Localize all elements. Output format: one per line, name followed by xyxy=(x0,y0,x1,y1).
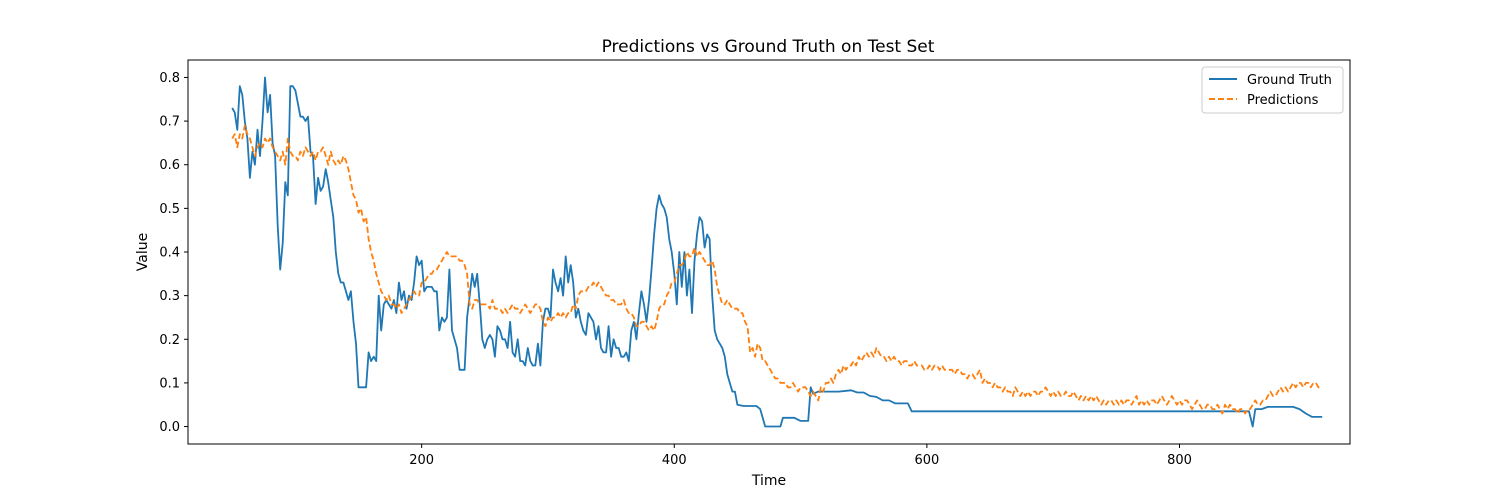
legend-label-predictions: Predictions xyxy=(1247,93,1319,108)
x-tick-label: 400 xyxy=(662,453,687,468)
y-tick-label: 0.4 xyxy=(159,246,180,261)
y-tick-label: 0.5 xyxy=(159,202,180,217)
y-tick-label: 0.7 xyxy=(159,115,180,130)
y-axis-title: Value xyxy=(135,233,151,271)
legend-box xyxy=(1201,66,1344,114)
chart-title: Predictions vs Ground Truth on Test Set xyxy=(602,37,935,57)
x-tick-label: 200 xyxy=(409,453,434,468)
series-line-predictions xyxy=(231,124,1321,415)
x-tick-label: 600 xyxy=(914,453,939,468)
x-axis: 200 400 600 800 xyxy=(409,444,1192,468)
y-tick-label: 0.8 xyxy=(159,71,180,86)
x-tick-label: 800 xyxy=(1167,453,1192,468)
y-axis: 0.0 0.1 0.2 0.3 0.4 0.5 0.6 0.7 0.8 xyxy=(159,71,188,435)
y-tick-label: 0.2 xyxy=(159,333,180,348)
legend: Ground Truth Predictions xyxy=(1201,66,1344,114)
y-tick-label: 0.6 xyxy=(159,158,180,173)
legend-label-ground-truth: Ground Truth xyxy=(1247,73,1332,88)
x-axis-title: Time xyxy=(751,473,786,489)
y-tick-label: 0.0 xyxy=(159,420,180,435)
series-layer xyxy=(231,76,1323,428)
y-tick-label: 0.3 xyxy=(159,289,180,304)
y-tick-label: 0.1 xyxy=(159,376,180,391)
series-line-ground-truth xyxy=(231,76,1323,428)
